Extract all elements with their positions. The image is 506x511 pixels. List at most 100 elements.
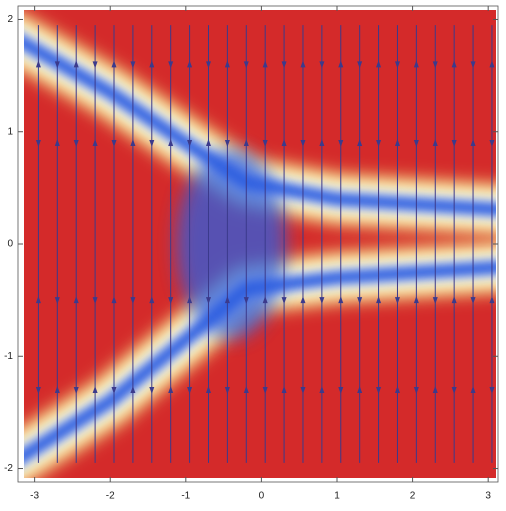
x-tick-label: -3 — [30, 491, 39, 502]
stream-arrow — [470, 61, 476, 69]
stream-arrow — [451, 139, 457, 147]
stream-arrow — [130, 385, 136, 393]
stream-arrow — [451, 60, 457, 68]
stream-arrow — [54, 61, 60, 69]
stream-arrow — [205, 61, 211, 69]
stream-arrow — [376, 60, 382, 68]
stream-arrow — [130, 297, 136, 305]
x-tick-label: -2 — [106, 491, 115, 502]
stream-arrow — [35, 296, 41, 304]
stream-arrow — [168, 297, 174, 305]
stream-arrow — [54, 385, 60, 393]
stream-arrow — [111, 386, 117, 394]
stream-arrow — [338, 139, 344, 147]
stream-arrow — [149, 60, 155, 68]
stream-arrow — [413, 139, 419, 147]
stream-arrow — [262, 60, 268, 68]
stream-arrow — [357, 385, 363, 393]
stream-arrow — [357, 138, 363, 146]
stream-arrow — [73, 139, 79, 147]
stream-arrow — [432, 61, 438, 69]
stream-arrow — [243, 297, 249, 305]
stream-arrow — [413, 386, 419, 394]
stream-arrow — [224, 296, 230, 304]
stream-arrow — [243, 385, 249, 393]
stream-arrow — [168, 385, 174, 393]
stream-arrow — [262, 386, 268, 394]
stream-arrow — [205, 297, 211, 305]
stream-arrow — [413, 296, 419, 304]
stream-arrow — [35, 139, 41, 147]
stream-arrow — [470, 385, 476, 393]
stream-arrow — [149, 296, 155, 304]
stream-arrow — [73, 386, 79, 394]
stream-arrow — [130, 138, 136, 146]
stream-arrow — [300, 296, 306, 304]
stream-arrow — [224, 139, 230, 147]
stream-arrow — [394, 385, 400, 393]
x-tick-label: 0 — [259, 491, 265, 502]
x-tick-label: -1 — [181, 491, 190, 502]
stream-arrow — [394, 61, 400, 69]
stream-arrow — [205, 385, 211, 393]
stream-arrow — [376, 139, 382, 147]
stream-arrow — [168, 61, 174, 69]
stream-arrow — [451, 386, 457, 394]
stream-arrow — [73, 60, 79, 68]
stream-arrow — [35, 60, 41, 68]
stream-arrow — [357, 61, 363, 69]
stream-arrow — [376, 386, 382, 394]
stream-arrow — [224, 386, 230, 394]
stream-arrow — [413, 60, 419, 68]
stream-arrow — [111, 139, 117, 147]
stream-arrow — [54, 138, 60, 146]
stream-arrow — [319, 385, 325, 393]
stream-arrow — [489, 296, 495, 304]
stream-arrow — [262, 296, 268, 304]
stream-arrow — [111, 60, 117, 68]
stream-arrow — [394, 138, 400, 146]
stream-arrow — [281, 297, 287, 305]
stream-arrow — [376, 296, 382, 304]
stream-arrow — [92, 385, 98, 393]
stream-arrow — [281, 138, 287, 146]
stream-arrow — [300, 386, 306, 394]
stream-arrow — [489, 60, 495, 68]
stream-arrow — [149, 386, 155, 394]
stream-arrow — [338, 296, 344, 304]
stream-arrow — [92, 138, 98, 146]
stream-arrow — [470, 297, 476, 305]
stream-arrow — [451, 296, 457, 304]
stream-arrow — [281, 385, 287, 393]
stream-arrow — [149, 139, 155, 147]
stream-arrow — [432, 297, 438, 305]
x-tick-label: 3 — [485, 491, 491, 502]
y-tick-label: 0 — [7, 239, 13, 250]
stream-arrow — [187, 296, 193, 304]
stream-arrow — [338, 386, 344, 394]
stream-arrow — [489, 386, 495, 394]
stream-arrow — [130, 61, 136, 69]
y-tick-label: 1 — [7, 126, 13, 137]
stream-arrow — [187, 139, 193, 147]
stream-arrow — [187, 60, 193, 68]
streams — [35, 25, 495, 463]
stream-arrow — [243, 61, 249, 69]
stream-arrow — [357, 297, 363, 305]
stream-arrow — [300, 60, 306, 68]
stream-arrow — [394, 297, 400, 305]
stream-arrow — [300, 139, 306, 147]
stream-arrow — [35, 386, 41, 394]
stream-arrow — [111, 296, 117, 304]
stream-arrow — [168, 138, 174, 146]
y-tick-label: -1 — [4, 351, 13, 362]
stream-arrow — [470, 138, 476, 146]
stream-arrow — [224, 60, 230, 68]
stream-arrow — [338, 60, 344, 68]
stream-arrow — [73, 296, 79, 304]
stream-arrow — [187, 386, 193, 394]
density-core — [176, 149, 287, 339]
stream-arrow — [432, 385, 438, 393]
stream-arrow — [489, 139, 495, 147]
